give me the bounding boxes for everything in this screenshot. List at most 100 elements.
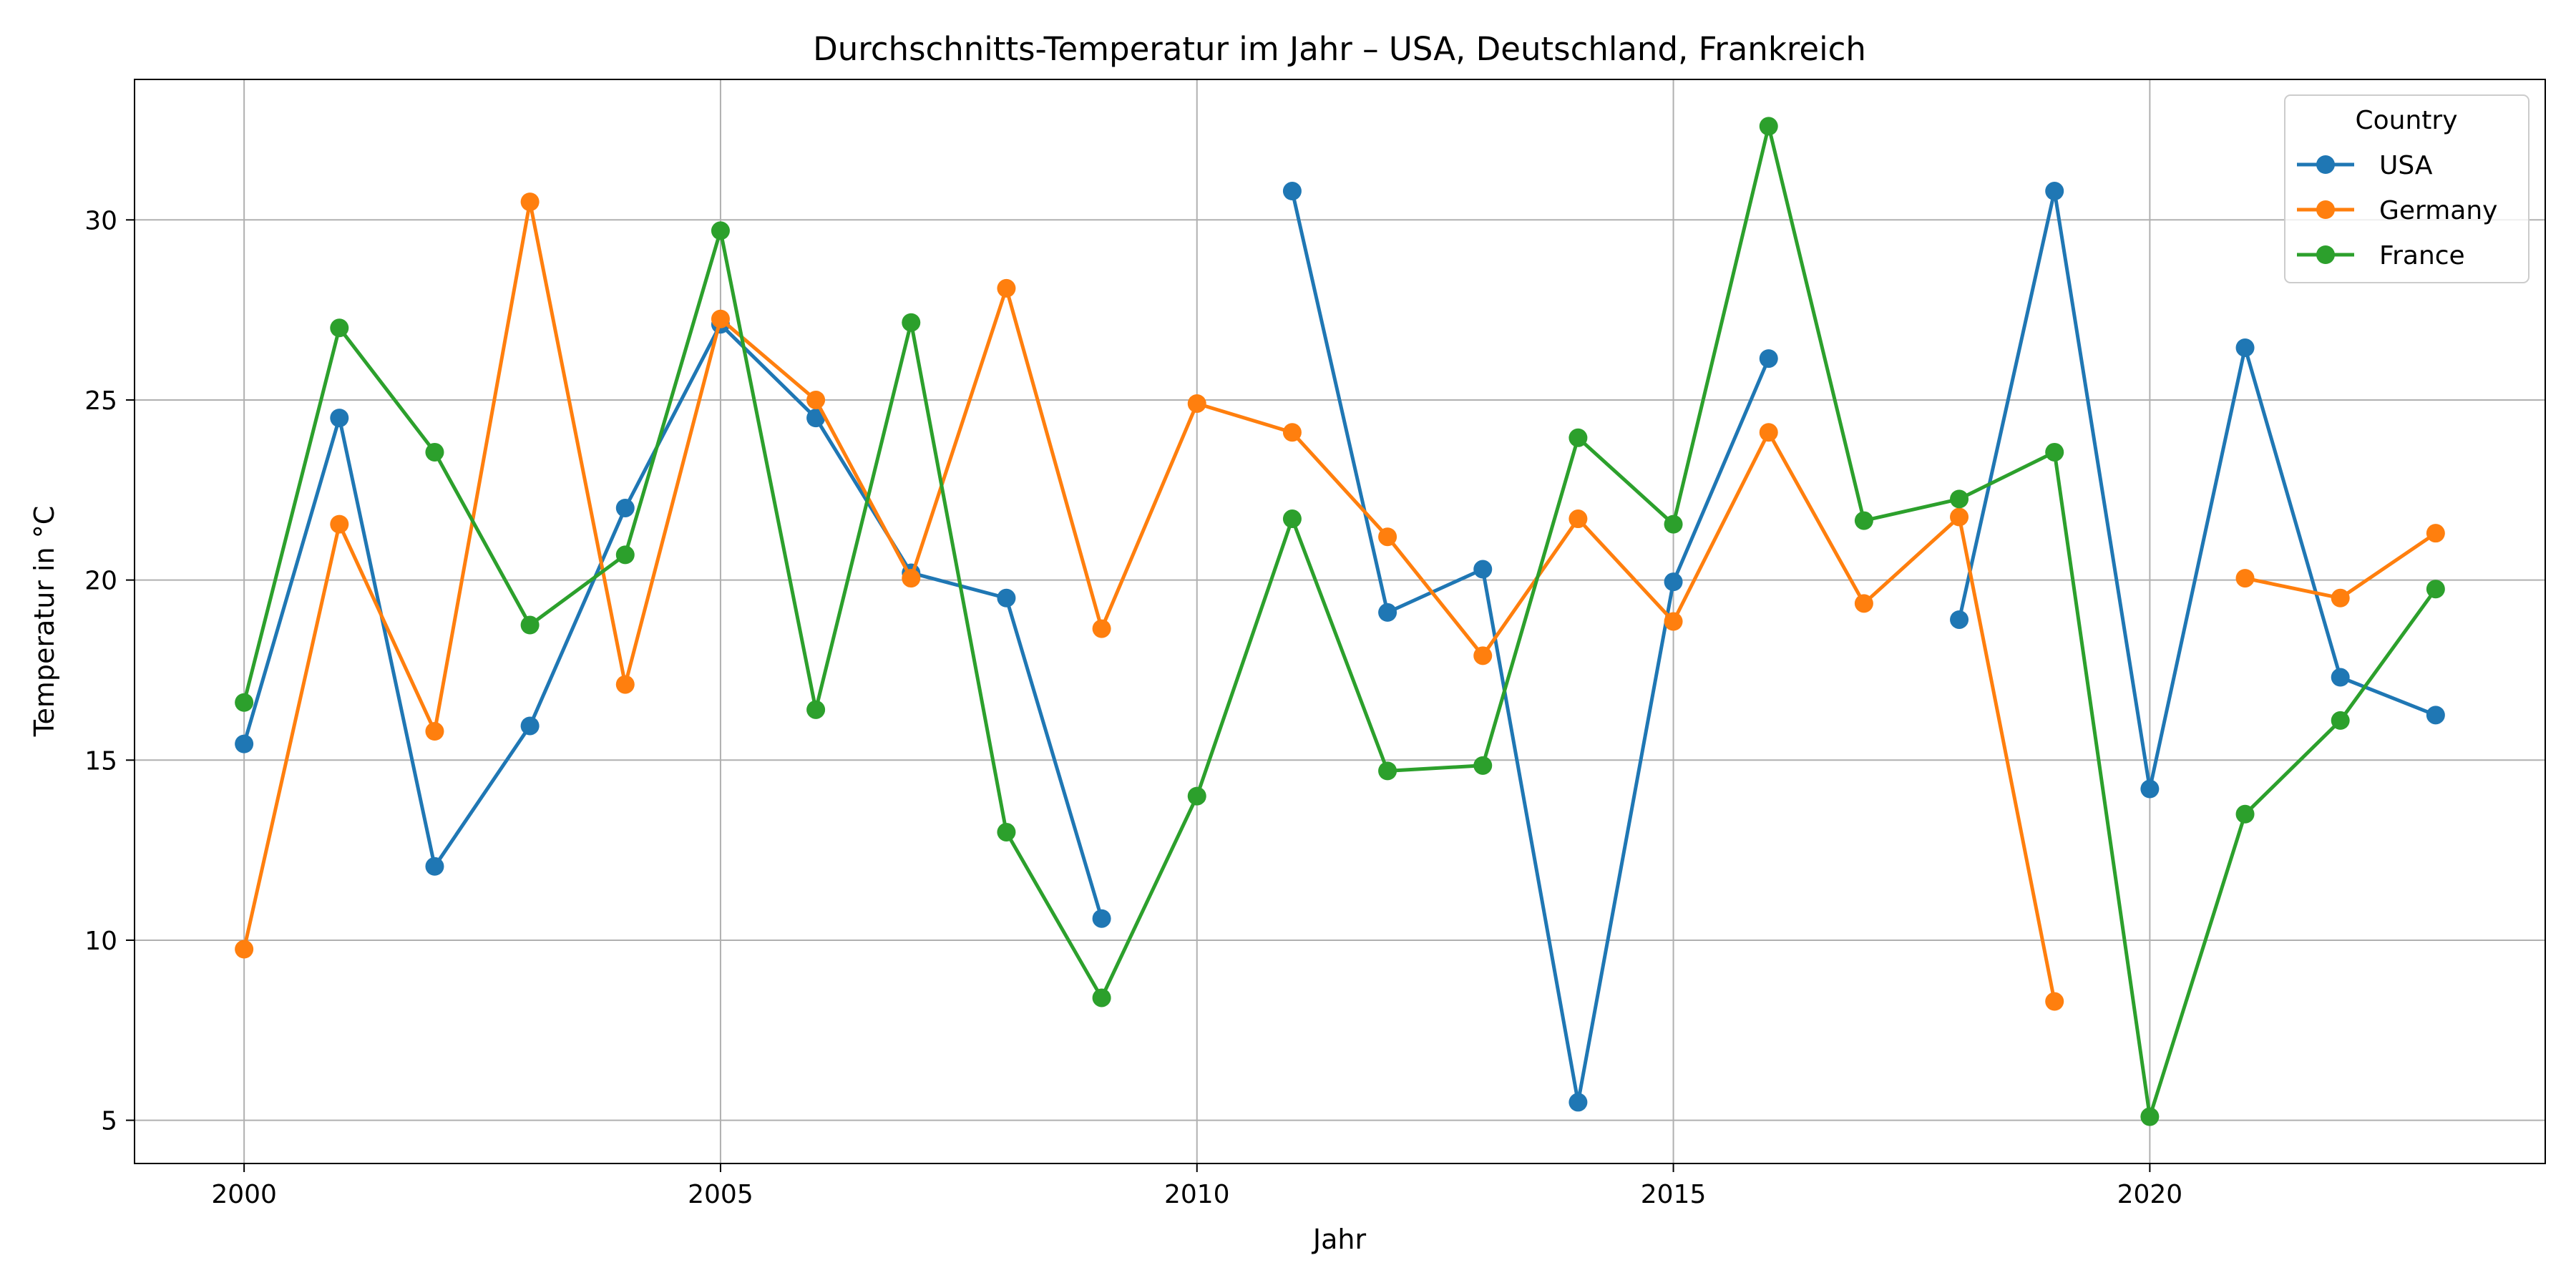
data-point-usa <box>235 734 254 753</box>
data-point-france <box>806 700 826 719</box>
series-germany <box>235 192 2445 1011</box>
series-layer <box>235 117 2445 1126</box>
legend-label-france: France <box>2379 241 2465 270</box>
data-point-germany <box>2426 524 2445 543</box>
data-point-usa <box>1092 909 1111 928</box>
data-point-germany <box>1664 612 1683 631</box>
legend-marker-germany <box>2316 200 2335 219</box>
data-point-germany <box>1092 619 1111 638</box>
data-point-france <box>1568 428 1588 447</box>
data-point-france <box>2235 804 2255 824</box>
data-point-france <box>1092 988 1111 1008</box>
data-point-france <box>520 615 540 635</box>
data-point-usa <box>2426 706 2445 725</box>
data-point-france <box>1664 514 1683 534</box>
legend-item-germany: Germany <box>2297 196 2497 225</box>
data-point-usa <box>1378 602 1397 622</box>
data-point-germany <box>1187 394 1206 413</box>
data-point-france <box>330 318 349 338</box>
data-point-germany <box>2331 588 2350 608</box>
data-point-germany <box>902 569 921 588</box>
data-point-usa <box>1568 1093 1588 1112</box>
data-point-france <box>711 221 730 240</box>
data-point-france <box>997 822 1016 841</box>
data-point-france <box>1282 509 1302 529</box>
data-point-france <box>1473 756 1493 775</box>
series-line-france <box>242 124 2439 1119</box>
legend-items: USA Germany France <box>2297 151 2497 270</box>
data-point-usa <box>806 409 826 428</box>
legend-title: Country <box>2355 106 2457 135</box>
data-point-germany <box>425 722 444 741</box>
y-tick-label: 30 <box>84 206 117 235</box>
data-point-germany <box>2235 569 2255 588</box>
data-point-germany <box>1854 594 1873 613</box>
data-point-germany <box>1473 646 1493 665</box>
x-axis: 2000 2005 2010 2015 2020 <box>211 1163 2182 1209</box>
data-point-germany <box>1568 509 1588 529</box>
legend-marker-france <box>2316 245 2335 264</box>
data-point-usa <box>1664 572 1683 592</box>
legend-item-france: France <box>2297 241 2465 270</box>
data-point-france <box>1759 117 1778 136</box>
series-line-germany <box>242 200 2057 1004</box>
data-point-germany <box>1950 507 1969 527</box>
data-point-germany <box>1378 527 1397 547</box>
data-point-usa <box>615 498 635 517</box>
data-point-germany <box>1759 423 1778 442</box>
series-line-usa <box>1957 189 2439 791</box>
data-point-france <box>1854 511 1873 530</box>
y-tick-label: 10 <box>84 927 117 956</box>
data-point-germany <box>330 514 349 534</box>
y-axis-title: Temperatur in °C <box>29 506 60 738</box>
y-tick-label: 25 <box>84 386 117 416</box>
data-point-usa <box>520 716 540 736</box>
grid-lines <box>135 79 2545 1163</box>
y-tick-label: 15 <box>84 746 117 776</box>
data-point-france <box>2426 580 2445 599</box>
data-point-germany <box>615 675 635 694</box>
data-point-france <box>1187 786 1206 806</box>
x-tick-label: 2010 <box>1164 1180 1230 1209</box>
data-point-germany <box>235 940 254 959</box>
data-point-germany <box>997 278 1016 298</box>
data-point-germany <box>806 390 826 409</box>
plot-background <box>135 79 2545 1163</box>
series-line-usa <box>1289 189 1771 1104</box>
data-point-usa <box>1473 560 1493 579</box>
legend-marker-usa <box>2316 155 2335 174</box>
data-point-france <box>235 693 254 712</box>
data-point-usa <box>2140 779 2160 799</box>
legend-item-usa: USA <box>2297 151 2433 180</box>
data-point-france <box>615 545 635 565</box>
y-tick-label: 20 <box>84 567 117 596</box>
chart-title: Durchschnitts-Temperatur im Jahr – USA, … <box>813 30 1866 68</box>
x-tick-label: 2000 <box>211 1180 277 1209</box>
x-tick-label: 2005 <box>688 1180 753 1209</box>
data-point-usa <box>997 588 1016 608</box>
y-axis: 5 10 15 20 25 30 <box>84 206 135 1136</box>
data-point-usa <box>330 409 349 428</box>
x-tick-label: 2020 <box>2117 1180 2183 1209</box>
data-point-france <box>1378 761 1397 781</box>
data-point-france <box>2045 442 2064 462</box>
legend-label-usa: USA <box>2379 151 2433 180</box>
data-point-france <box>2140 1107 2160 1126</box>
data-point-germany <box>711 309 730 328</box>
x-tick-label: 2015 <box>1641 1180 1707 1209</box>
data-point-germany <box>1282 423 1302 442</box>
legend-box <box>2284 94 2529 283</box>
data-point-usa <box>425 857 444 876</box>
data-point-france <box>425 442 444 462</box>
data-point-germany <box>520 192 540 212</box>
data-point-germany <box>2045 992 2064 1011</box>
data-point-usa <box>1759 349 1778 369</box>
data-point-usa <box>1282 182 1302 201</box>
x-axis-title: Jahr <box>1312 1224 1367 1255</box>
data-point-france <box>1950 489 1969 509</box>
plot-frame <box>134 79 2546 1164</box>
data-point-usa <box>2331 668 2350 687</box>
data-point-usa <box>2045 182 2064 201</box>
legend-label-germany: Germany <box>2379 196 2497 225</box>
